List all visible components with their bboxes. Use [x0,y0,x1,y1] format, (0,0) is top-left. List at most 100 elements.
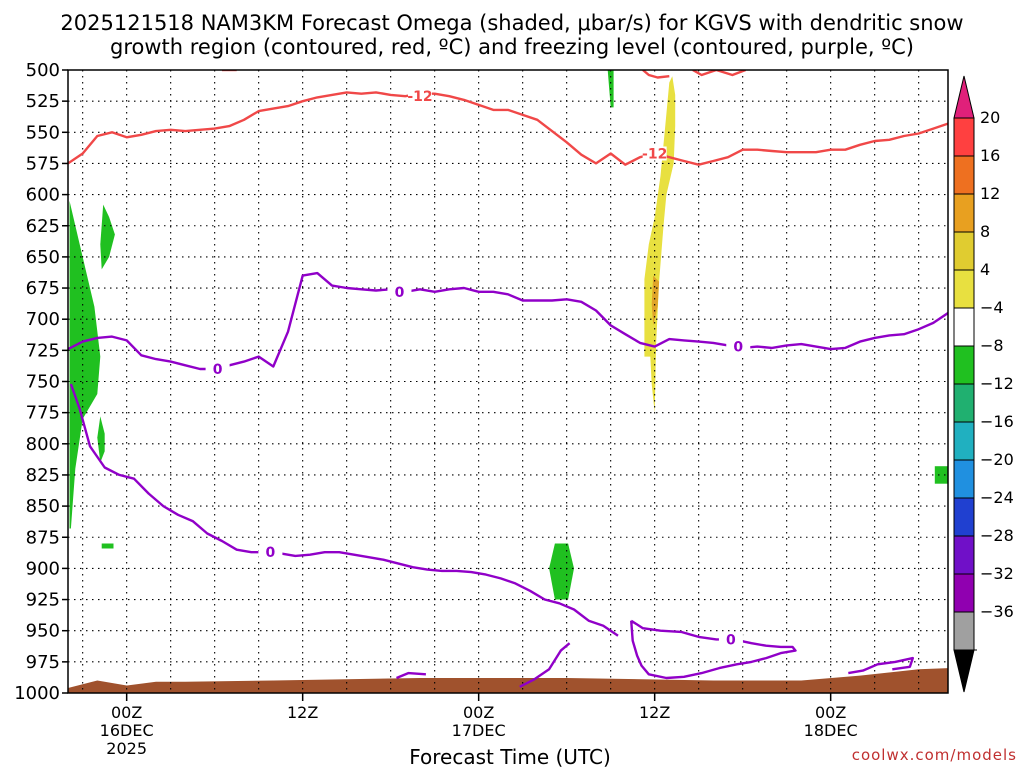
freezing-contour-3 [519,642,571,688]
freezing-contour-0 [68,271,948,371]
colorbar-swatch-1 [953,155,975,195]
dgz-label-bg-0-1 [642,146,667,161]
y-tick-label-875: 875 [26,527,60,548]
colorbar-bottom-arrow [953,649,975,693]
freezing-contour-5 [396,671,426,680]
y-tick-label-825: 825 [26,465,60,486]
colorbar-top-arrow [953,75,975,119]
y-tick-label-700: 700 [26,309,60,330]
colorbar-label-7: −12 [980,374,1014,393]
y-tick-label-600: 600 [26,185,60,206]
x-tick-label-0-2: 2025 [106,739,147,758]
y-tick-label-550: 550 [26,122,60,143]
colorbar-label-13: −36 [980,602,1014,621]
colorbar-label-2: 12 [980,184,1000,203]
colorbar-label-3: 8 [980,222,990,241]
freezing-label-bg-0-0 [205,362,230,377]
omega-shading-layer [69,70,948,600]
dgz-contour-0 [68,91,948,166]
colorbar-swatch-0 [953,117,975,157]
plot-area: -12 -12 0 0 0 0 0 [68,70,948,693]
omega-region-lift-left-blob-790 [97,416,105,463]
pressure-axis: 500 525 550 575 600 625 650 675 700 725 750 775 800 8… [14,60,68,704]
y-tick-label-725: 725 [26,340,60,361]
y-tick-label-925: 925 [26,590,60,611]
omega-region-sink-plume [644,76,676,413]
y-tick-label-575: 575 [26,153,60,174]
colorbar-label-8: −16 [980,412,1014,431]
x-tick-label-48-1: 18DEC [804,721,858,740]
colorbar: 20 16 12 8 4 −4 −8 −12 −16 −20 −24 −28 −32 −36 [953,75,1014,693]
x-tick-label-0-0: 00Z [111,703,142,722]
x-tick-label-24-0: 00Z [463,703,494,722]
colorbar-label-11: −28 [980,526,1014,545]
y-tick-label-975: 975 [26,652,60,673]
y-tick-label-1000: 1000 [14,683,60,704]
y-tick-label-750: 750 [26,372,60,393]
dgz-contour-label-0-1: -12 [642,146,667,162]
chart-title-line-2: growth region (contoured, red, ºC) and f… [110,35,914,59]
colorbar-label-10: −24 [980,488,1014,507]
dgz-contour-3 [692,70,747,77]
colorbar-swatch-12 [953,573,975,613]
y-tick-label-625: 625 [26,216,60,237]
dgz-contour-2 [642,70,670,79]
colorbar-swatch-2 [953,193,975,233]
colorbar-swatch-10 [953,497,975,537]
x-tick-label-36-0: 12Z [639,703,670,722]
credit-text: coolwx.com/models [852,746,1017,764]
freezing-contour-1 [69,383,619,637]
dgz-contour-label-0-0: -12 [407,89,432,105]
omega-region-lift-left-edge [69,200,101,529]
omega-region-lift-right-825 [934,466,948,484]
colorbar-label-12: −32 [980,564,1014,583]
colorbar-label-4: 4 [980,260,990,279]
freezing-label-bg-0-2 [726,339,751,354]
colorbar-swatch-8 [953,421,975,461]
omega-region-lift-left-blob-880 [101,543,114,549]
y-tick-label-775: 775 [26,403,60,424]
colorbar-swatch-13 [953,611,975,651]
x-tick-label-0-1: 16DEC [100,721,154,740]
colorbar-swatch-4 [953,269,975,309]
dgz-label-bg-0-0 [408,89,432,104]
colorbar-label-1: 16 [980,146,1000,165]
terrain-ground-fill [68,668,948,693]
freezing-contour-4 [848,656,914,675]
y-tick-label-900: 900 [26,558,60,579]
x-axis-title: Forecast Time (UTC) [409,745,611,768]
x-tick-label-24-1: 17DEC [452,721,506,740]
x-tick-label-48-0: 00Z [815,703,846,722]
chart-title-line-1: 2025121518 NAM3KM Forecast Omega (shaded… [60,11,963,35]
freezing-contour-label-0-0: 0 [213,362,223,378]
freezing-label-bg-0-1 [387,284,412,299]
colorbar-swatch-6 [953,345,975,385]
freezing-contour-2 [630,619,797,680]
freezing-label-bg-1-0 [258,545,283,560]
y-tick-label-800: 800 [26,434,60,455]
freezing-contour-label-0-1: 0 [395,285,405,301]
colorbar-label-0: 20 [980,108,1000,127]
freezing-contour-label-2-0: 0 [726,632,736,648]
y-tick-label-650: 650 [26,247,60,268]
y-tick-label-675: 675 [26,278,60,299]
omega-region-lift-left-blob-625 [100,204,115,270]
freezing-contour-label-1-0: 0 [266,545,276,561]
contour-label-layer: -12 -12 0 0 0 0 0 [205,89,751,648]
colorbar-label-5: −4 [980,298,1004,317]
freezing-label-bg-2-0 [718,632,743,647]
colorbar-swatch-9 [953,459,975,499]
y-tick-label-500: 500 [26,60,60,81]
colorbar-label-6: −8 [980,336,1004,355]
y-tick-label-525: 525 [26,91,60,112]
grid-layer [68,70,948,693]
colorbar-swatch-11 [953,535,975,575]
colorbar-swatch-7 [953,383,975,423]
x-tick-label-12-0: 12Z [287,703,318,722]
colorbar-swatch-5 [953,307,975,347]
y-tick-label-850: 850 [26,496,60,517]
omega-region-lift-blob-900 [549,543,574,600]
colorbar-swatch-3 [953,231,975,271]
